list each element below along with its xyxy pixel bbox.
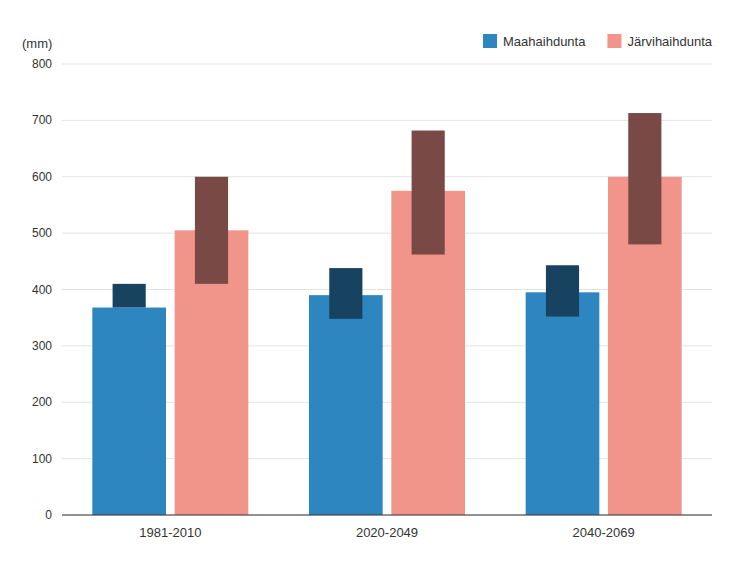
bar bbox=[92, 308, 166, 515]
y-axis-label: (mm) bbox=[22, 36, 52, 51]
grid-line bbox=[62, 120, 712, 121]
x-tick-label: 2040-2069 bbox=[573, 525, 635, 540]
range-bar bbox=[546, 265, 579, 316]
chart-svg: 0 100 200 300 400 500 600 700 800 1981-2010 2020-2… bbox=[0, 0, 736, 567]
y-tick-label: 0 bbox=[45, 508, 52, 522]
x-tick-label: 1981-2010 bbox=[139, 525, 201, 540]
x-tick-label: 2020-2049 bbox=[356, 525, 418, 540]
y-tick-label: 300 bbox=[32, 339, 52, 353]
legend: Maahaihdunta Järvihaihdunta bbox=[483, 34, 713, 49]
y-tick-label: 800 bbox=[32, 57, 52, 71]
legend-item: Järvihaihdunta bbox=[607, 34, 712, 49]
grid-line bbox=[62, 64, 712, 65]
y-tick-label: 200 bbox=[32, 395, 52, 409]
chart-container: 0 100 200 300 400 500 600 700 800 1981-2010 2020-2… bbox=[0, 0, 736, 567]
range-bar bbox=[329, 268, 362, 319]
y-tick-label: 700 bbox=[32, 113, 52, 127]
y-tick-label: 500 bbox=[32, 226, 52, 240]
marks bbox=[92, 113, 681, 515]
y-tick-label: 100 bbox=[32, 452, 52, 466]
range-bar bbox=[195, 177, 228, 284]
grid-line bbox=[62, 515, 712, 516]
legend-swatch bbox=[483, 34, 497, 48]
grid bbox=[62, 64, 712, 515]
legend-label: Maahaihdunta bbox=[503, 34, 586, 49]
range-bar bbox=[628, 113, 661, 244]
x-axis-line bbox=[62, 515, 712, 516]
y-tick-label: 600 bbox=[32, 170, 52, 184]
range-bar bbox=[412, 131, 445, 255]
y-tick-label: 400 bbox=[32, 283, 52, 297]
bar bbox=[309, 295, 383, 515]
legend-item: Maahaihdunta bbox=[483, 34, 586, 49]
legend-label: Järvihaihdunta bbox=[627, 34, 712, 49]
legend-swatch bbox=[607, 34, 621, 48]
bar bbox=[526, 292, 600, 515]
range-bar bbox=[113, 284, 146, 308]
